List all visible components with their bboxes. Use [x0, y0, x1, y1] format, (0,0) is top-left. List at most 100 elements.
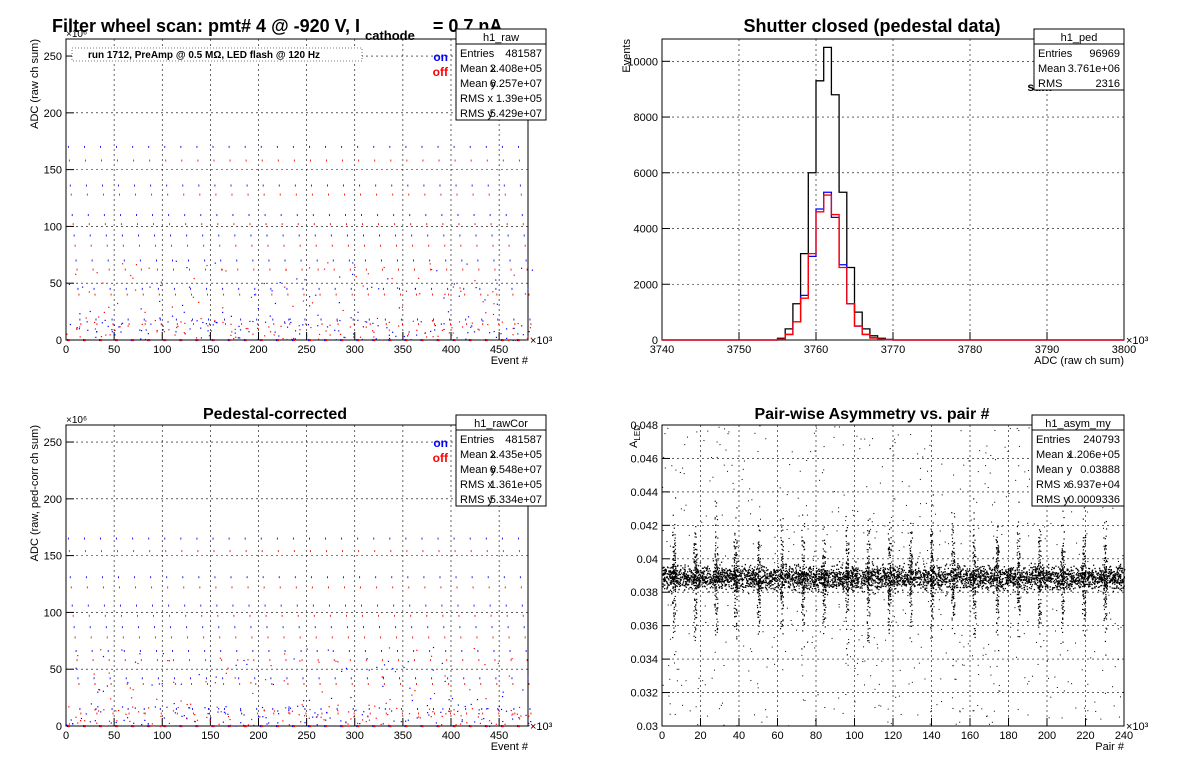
asym-point [704, 577, 707, 579]
asym-point [709, 576, 711, 578]
asym-point [917, 571, 919, 574]
asym-point [907, 580, 909, 582]
noise-point-on [71, 723, 74, 725]
asym-point [1038, 568, 1041, 571]
asym-point [885, 578, 888, 580]
noise-point-on [89, 721, 91, 723]
noise-point-off [336, 320, 338, 322]
asym-point [721, 572, 723, 574]
asym-point [1055, 586, 1058, 588]
noise-point-off [460, 290, 462, 292]
asym-point [1112, 571, 1115, 573]
plot-frame [65, 38, 529, 341]
asym-point [776, 569, 778, 572]
y-tick-label: 250 [44, 51, 62, 63]
asym-point [972, 583, 974, 585]
noise-point-off [310, 326, 312, 329]
asym-point [957, 566, 959, 569]
x-tick-label: 450 [490, 344, 508, 356]
asym-point [998, 571, 1001, 573]
asym-point [1044, 588, 1047, 590]
noise-point-off [471, 708, 473, 710]
asym-point [851, 582, 853, 584]
asym-point [986, 575, 989, 578]
asym-point [1061, 576, 1064, 578]
asym-point [923, 579, 926, 581]
asym-point [800, 576, 802, 579]
asym-point [868, 577, 871, 579]
asym-point [1009, 580, 1011, 582]
noise-point-off [268, 326, 270, 328]
asym-point [897, 570, 899, 572]
noise-point-on [271, 290, 273, 292]
asym-point [780, 577, 782, 580]
base-point-off [437, 339, 440, 342]
asym-point [901, 585, 903, 587]
asym-point [922, 586, 924, 588]
noise-point-off [367, 715, 369, 717]
asym-point [1073, 576, 1076, 578]
asym-point [721, 583, 723, 586]
asym-point [932, 586, 935, 588]
noise-point-off [478, 329, 480, 331]
asym-point [851, 587, 853, 589]
asym-point [1120, 573, 1122, 576]
noise-point-off [259, 339, 262, 341]
asym-point [1052, 587, 1055, 589]
noise-point-on [227, 713, 229, 715]
y-tick-label: 0 [56, 335, 62, 347]
y-tick-label: 150 [44, 551, 62, 563]
asym-point [1053, 579, 1056, 582]
noise-point-on [506, 337, 508, 339]
asym-point [1108, 576, 1110, 578]
noise-point-off [300, 721, 302, 723]
asym-point [872, 574, 874, 576]
asym-point [943, 571, 945, 573]
asym-point [679, 580, 681, 582]
noise-point-off [335, 660, 337, 662]
noise-point-on [308, 699, 311, 702]
noise-point-on [118, 326, 120, 328]
asym-point [980, 572, 982, 574]
noise-point-off [180, 321, 182, 323]
noise-point-on [175, 331, 177, 333]
noise-point-off [299, 660, 301, 662]
asym-point [894, 588, 896, 590]
asym-point [949, 586, 952, 589]
noise-point-on [94, 720, 96, 722]
asym-point [788, 586, 791, 588]
asym-point [717, 584, 720, 586]
asym-point [823, 576, 825, 578]
asym-point [985, 583, 987, 585]
asym-point [1088, 576, 1090, 578]
asym-point [804, 577, 807, 580]
noise-point-off [527, 336, 529, 338]
noise-point-on [159, 300, 161, 303]
base-point-off [212, 339, 215, 342]
asym-point [843, 586, 845, 589]
asym-point [958, 565, 961, 567]
asym-point [887, 590, 889, 592]
asym-point [912, 572, 915, 574]
noise-point-off [77, 722, 79, 724]
asym-point [999, 583, 1001, 585]
asym-point [744, 575, 746, 577]
asym-point [886, 572, 888, 574]
asym-point [954, 569, 956, 572]
asym-point [1080, 575, 1083, 578]
asym-point [787, 580, 790, 583]
asym-point [1044, 572, 1046, 575]
asym-point [698, 572, 700, 574]
noise-point-off [273, 710, 276, 712]
asym-point [1098, 577, 1100, 579]
asym-point [1119, 579, 1122, 582]
asym-point [834, 579, 837, 581]
asym-point [1010, 572, 1012, 574]
asym-point [901, 569, 904, 572]
asym-point [963, 585, 965, 587]
asym-point [846, 581, 849, 583]
noise-point-off [359, 336, 362, 338]
asym-point [809, 586, 812, 588]
asym-point [957, 564, 959, 567]
asym-point [965, 571, 968, 574]
